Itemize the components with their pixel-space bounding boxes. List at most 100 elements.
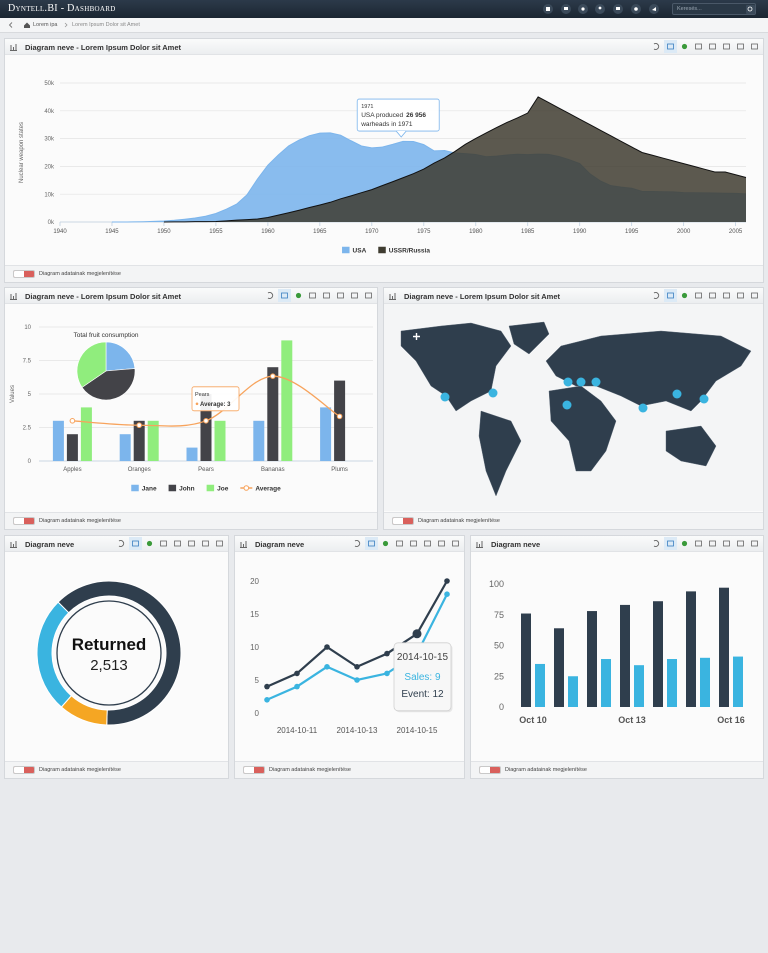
toolbar-button[interactable]: [382, 540, 389, 547]
toolbar-button[interactable]: [751, 540, 758, 547]
tooltip-value: 26 956: [406, 112, 426, 119]
panel-footer: Diagram adatainak megjelenítése: [5, 512, 377, 529]
toolbar-button[interactable]: [751, 292, 758, 299]
panel-header: Diagram neve - Lorem Ipsum Dolor sit Ame…: [384, 288, 763, 304]
map-marker[interactable]: [562, 400, 572, 410]
toolbar-button[interactable]: [695, 292, 702, 299]
toggle-knob: [14, 767, 24, 773]
toolbar-button[interactable]: [737, 292, 744, 299]
toolbar-button[interactable]: [410, 540, 417, 547]
toolbar-button[interactable]: [709, 540, 716, 547]
toggle[interactable]: [479, 766, 501, 774]
toolbar-button[interactable]: [267, 292, 274, 299]
bar: [686, 591, 696, 707]
footer-text: Diagram adatainak megjelenítése: [39, 271, 121, 277]
toolbar-button[interactable]: [695, 43, 702, 50]
panel-title: Diagram neve: [25, 540, 75, 549]
series-point: [264, 697, 270, 703]
toolbar-button[interactable]: [681, 540, 688, 547]
toolbar-button[interactable]: [723, 292, 730, 299]
map-marker[interactable]: [672, 389, 682, 399]
search-button[interactable]: [746, 4, 755, 14]
map-marker[interactable]: [563, 377, 573, 387]
x-tick-label: 1995: [625, 229, 639, 235]
toolbar-button[interactable]: [667, 43, 674, 50]
area-fill: [163, 96, 746, 222]
icon-buttons[interactable]: [543, 4, 659, 14]
tooltip-text: USA produced 26 956: [361, 112, 426, 119]
toolbar-button[interactable]: [695, 540, 702, 547]
bar: [281, 340, 293, 461]
toolbar-button[interactable]: [309, 292, 316, 299]
breadcrumb-item[interactable]: Lorem ipa: [33, 22, 58, 28]
toolbar-button[interactable]: [723, 43, 730, 50]
map-marker[interactable]: [638, 403, 648, 413]
toolbar-button[interactable]: [118, 540, 125, 547]
x-tick-label: 1965: [313, 229, 327, 235]
toolbar-button[interactable]: [723, 540, 730, 547]
toggle[interactable]: [13, 517, 35, 525]
chart-icon: [10, 44, 17, 51]
toolbar-button[interactable]: [146, 540, 153, 547]
chart-body: Returned 2,513: [36, 580, 182, 726]
toolbar-button[interactable]: [216, 540, 223, 547]
toolbar-button[interactable]: [188, 540, 195, 547]
toolbar-button[interactable]: [681, 43, 688, 50]
search-box[interactable]: Keresés...: [672, 3, 756, 15]
toolbar-button[interactable]: [396, 540, 403, 547]
toolbar-button[interactable]: [281, 292, 288, 299]
toggle[interactable]: [13, 270, 35, 278]
map-marker[interactable]: [699, 394, 709, 404]
toolbar-button[interactable]: [709, 292, 716, 299]
toolbar-button[interactable]: [368, 540, 375, 547]
tooltip-pointer: [395, 130, 407, 138]
bar: [535, 663, 545, 707]
series-point: [294, 683, 300, 690]
toolbar-button[interactable]: [751, 43, 758, 50]
toolbar-button[interactable]: [424, 540, 431, 547]
chart-body: 0 5 10 15 20 2014-10-11 2014-10-13 2014-10-15 20…: [250, 577, 453, 735]
legend-label: Jane: [142, 485, 157, 492]
toolbar-button[interactable]: [174, 540, 181, 547]
panel-title: Diagram neve - Lorem Ipsum Dolor sit Ame…: [404, 292, 561, 301]
chart-icon: [10, 541, 17, 548]
toolbar-button[interactable]: [160, 540, 167, 547]
toolbar-button[interactable]: [337, 292, 344, 299]
toolbar-button[interactable]: [438, 540, 445, 547]
legend-label: USSR/Russia: [389, 247, 431, 254]
toolbar-button[interactable]: [653, 43, 660, 50]
toolbar-button[interactable]: [667, 540, 674, 547]
toolbar-button[interactable]: [653, 292, 660, 299]
toolbar-button[interactable]: [351, 292, 358, 299]
map-marker[interactable]: [576, 377, 586, 387]
x-tick-label: 1945: [105, 229, 119, 235]
toolbar-active: [278, 289, 291, 302]
map-marker[interactable]: [440, 392, 450, 402]
toolbar-button[interactable]: [452, 540, 459, 547]
panel-toolbar: [476, 537, 758, 550]
chart-icon: [10, 293, 17, 300]
toolbar-button[interactable]: [681, 292, 688, 299]
toolbar-button[interactable]: [365, 292, 372, 299]
toolbar-button[interactable]: [323, 292, 330, 299]
toolbar-button[interactable]: [354, 540, 361, 547]
map-marker[interactable]: [591, 377, 601, 387]
toolbar-button[interactable]: [653, 540, 660, 547]
toolbar-button[interactable]: [737, 540, 744, 547]
y-tick-label: 7.5: [23, 359, 32, 365]
pie-slice: [76, 341, 107, 388]
land: [508, 321, 550, 355]
toggle[interactable]: [392, 517, 414, 525]
x-tick-label: 1990: [573, 229, 587, 235]
toolbar-button[interactable]: [202, 540, 209, 547]
toolbar-button[interactable]: [667, 292, 674, 299]
donut-value: 2,513: [90, 657, 128, 674]
toolbar-button[interactable]: [709, 43, 716, 50]
toggle[interactable]: [13, 766, 35, 774]
toolbar-button[interactable]: [132, 540, 139, 547]
toolbar-button[interactable]: [737, 43, 744, 50]
toggle[interactable]: [243, 766, 265, 774]
toolbar-active: [365, 537, 378, 550]
toolbar-button[interactable]: [295, 292, 302, 299]
map-marker[interactable]: [488, 388, 498, 398]
